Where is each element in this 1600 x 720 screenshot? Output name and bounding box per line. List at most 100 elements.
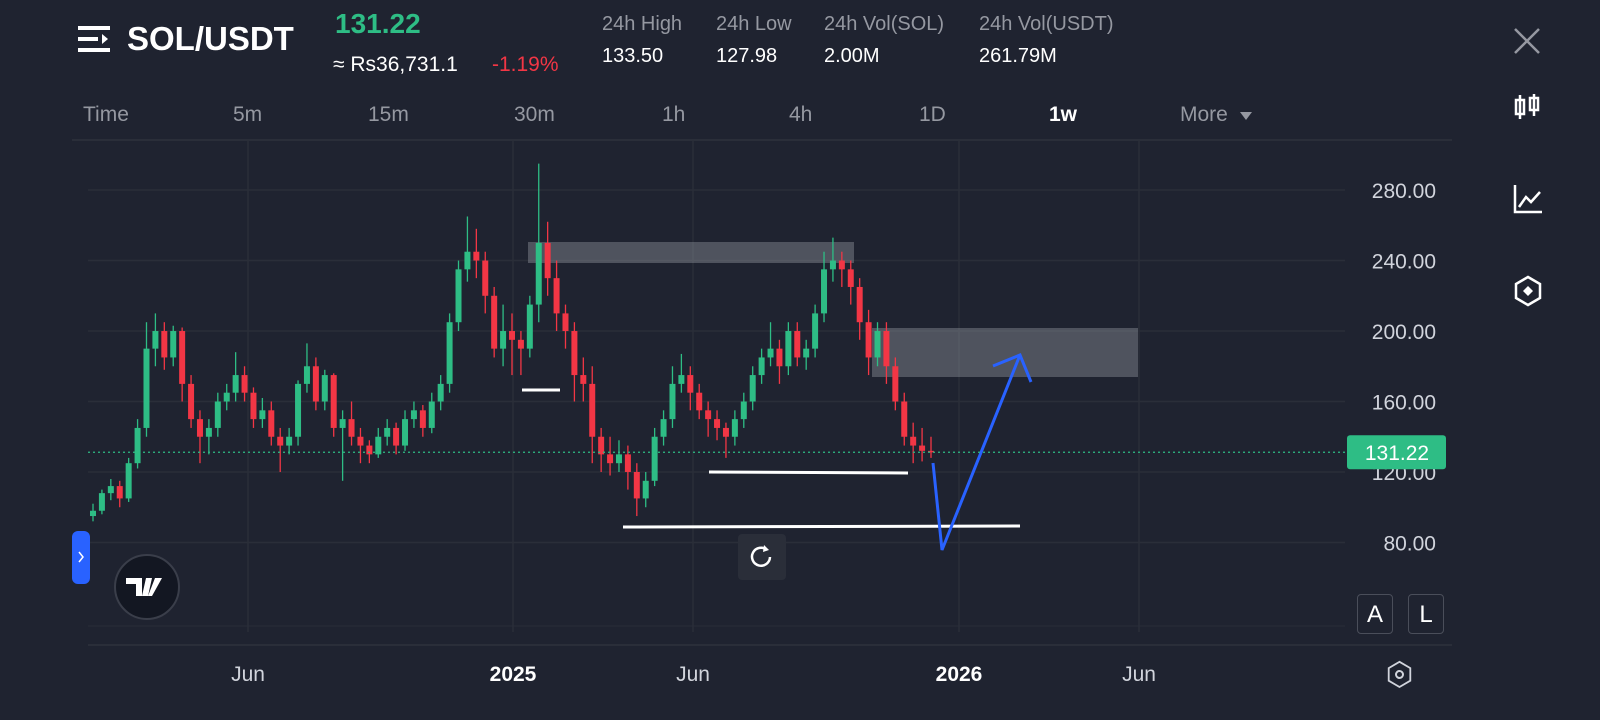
candle-body bbox=[544, 242, 551, 279]
candle-body bbox=[259, 410, 266, 420]
stat-label: 24h Vol(USDT) bbox=[979, 13, 1114, 35]
candle-body bbox=[678, 375, 685, 384]
candle-body bbox=[651, 436, 658, 481]
candle-icon[interactable] bbox=[1512, 92, 1542, 122]
candle-body bbox=[624, 454, 631, 472]
candle-body bbox=[812, 313, 819, 349]
y-tick-label: 160.00 bbox=[1372, 392, 1436, 415]
candle-body bbox=[509, 331, 515, 340]
candle-body bbox=[526, 304, 533, 349]
tab[interactable]: 1w bbox=[1049, 103, 1078, 126]
tab[interactable]: Time bbox=[83, 103, 129, 126]
candle-body bbox=[116, 486, 123, 499]
candle-body bbox=[330, 375, 337, 428]
candle-body bbox=[455, 269, 462, 323]
tab[interactable]: 30m bbox=[514, 103, 555, 126]
tab[interactable]: 15m bbox=[368, 103, 409, 126]
candle-body bbox=[170, 331, 177, 358]
side-toggle[interactable] bbox=[72, 531, 90, 584]
candle-body bbox=[571, 331, 578, 376]
candle-body bbox=[607, 454, 614, 464]
candle-body bbox=[829, 260, 836, 270]
candle-body bbox=[758, 357, 765, 376]
change: -1.19% bbox=[492, 53, 559, 76]
candle-body bbox=[90, 510, 96, 517]
close-button[interactable] bbox=[1512, 26, 1542, 56]
candle-body bbox=[847, 269, 854, 287]
stat-label: 24h Vol(SOL) bbox=[824, 13, 945, 35]
x-tick-label: Jun bbox=[676, 663, 710, 686]
candle-body bbox=[339, 419, 346, 428]
candle-body bbox=[919, 445, 926, 451]
candle-body bbox=[669, 383, 676, 420]
dropdown-caret[interactable] bbox=[1240, 112, 1252, 120]
candle-body bbox=[437, 383, 444, 402]
candle-body bbox=[312, 366, 319, 402]
candle-body bbox=[419, 410, 426, 428]
pair[interactable]: SOL/USDT bbox=[127, 20, 294, 57]
candle-body bbox=[375, 436, 382, 455]
current-price-label: 131.22 bbox=[1365, 442, 1429, 465]
candle-body bbox=[303, 366, 310, 384]
candle-body bbox=[179, 331, 186, 384]
candle-body bbox=[107, 486, 114, 494]
tab[interactable]: More bbox=[1180, 103, 1228, 126]
candle-body bbox=[562, 313, 569, 332]
candle-body bbox=[161, 331, 168, 358]
candle-body bbox=[196, 419, 203, 437]
candle-body bbox=[232, 375, 239, 393]
candle-body bbox=[821, 269, 828, 314]
candle-body bbox=[277, 436, 284, 446]
tab[interactable]: 5m bbox=[233, 103, 263, 126]
candle-body bbox=[464, 251, 471, 270]
reset-button[interactable] bbox=[738, 534, 786, 580]
candle-body bbox=[749, 375, 756, 402]
stat-value: 261.79M bbox=[979, 45, 1057, 67]
candle-body bbox=[660, 419, 667, 437]
candle-body bbox=[393, 427, 400, 446]
x-tick-label: 2026 bbox=[936, 663, 983, 686]
x-tick-label: Jun bbox=[1122, 663, 1156, 686]
last-price: 131.22 bbox=[335, 8, 421, 39]
candle-body bbox=[883, 331, 890, 367]
candle-body bbox=[357, 436, 364, 446]
candle-body bbox=[223, 392, 230, 402]
candle-body bbox=[598, 436, 605, 455]
candle-body bbox=[188, 383, 195, 420]
fiat-price: ≈ Rs36,731.1 bbox=[333, 53, 458, 76]
candle-body bbox=[633, 471, 640, 499]
tab[interactable]: 1D bbox=[919, 103, 946, 126]
candle-body bbox=[722, 427, 729, 437]
menu-icon[interactable] bbox=[78, 24, 112, 56]
scale-button[interactable]: L bbox=[1408, 594, 1444, 634]
candle-body bbox=[714, 419, 721, 428]
indicator-icon[interactable] bbox=[1512, 183, 1544, 215]
tab[interactable]: 4h bbox=[789, 103, 813, 126]
candle-body bbox=[500, 331, 507, 349]
candle-body bbox=[731, 419, 738, 437]
scale-button[interactable]: A bbox=[1357, 594, 1393, 634]
stat-label: 24h Low bbox=[716, 13, 792, 35]
candle-body bbox=[892, 366, 899, 402]
candle-body bbox=[384, 427, 391, 437]
candle-body bbox=[705, 410, 712, 420]
candle-body bbox=[295, 383, 302, 437]
candle-body bbox=[241, 375, 248, 393]
stat-label: 24h High bbox=[602, 13, 683, 35]
candle-body bbox=[910, 436, 917, 446]
candle-body bbox=[214, 401, 221, 428]
y-tick-label: 200.00 bbox=[1372, 321, 1436, 344]
y-tick-label: 80.00 bbox=[1383, 532, 1436, 555]
tab[interactable]: 1h bbox=[662, 103, 686, 126]
candle-body bbox=[856, 286, 863, 323]
candle-body bbox=[402, 419, 409, 446]
candle-body bbox=[482, 260, 489, 296]
candle-body bbox=[803, 348, 810, 358]
candle-body bbox=[740, 401, 747, 420]
settings-icon[interactable] bbox=[1513, 275, 1543, 307]
candle-body bbox=[250, 392, 257, 420]
candle-body bbox=[874, 331, 881, 358]
candle-body bbox=[205, 427, 212, 437]
y-tick-label: 280.00 bbox=[1372, 180, 1436, 203]
